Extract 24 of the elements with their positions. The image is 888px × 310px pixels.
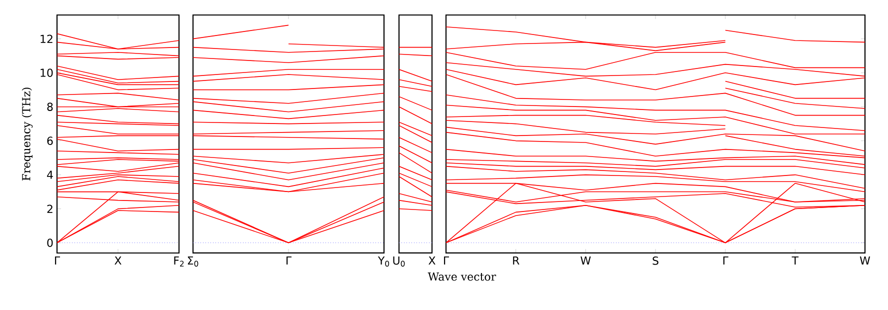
y-axis-title: Frequency (THz) [22, 88, 33, 181]
x-tick-label: U$_{0}$ [393, 256, 405, 267]
x-tick-label: T [792, 256, 799, 265]
x-tick-label: Γ [286, 256, 292, 265]
y-tick-label: 8 [47, 102, 53, 111]
x-axis-title: Wave vector [428, 272, 496, 281]
x-tick-label: Σ$_{0}$ [188, 256, 198, 267]
x-tick-label: Γ [55, 256, 60, 265]
x-tick-label: W [860, 256, 870, 265]
y-tick-label: 10 [40, 68, 53, 77]
x-tick-label: S [652, 256, 658, 265]
x-tick-label: X [428, 256, 436, 265]
x-tick-label: Y$_{0}$ [378, 256, 390, 267]
y-tick-label: 0 [47, 238, 53, 247]
y-tick-label: 2 [47, 204, 52, 213]
y-tick-label: 12 [40, 34, 52, 43]
x-tick-label: W [580, 256, 591, 265]
x-tick-label: Γ [723, 256, 728, 265]
x-tick-label: R [513, 256, 520, 265]
x-tick-label: F$_{2}$ [174, 256, 184, 266]
y-tick-label: 4 [47, 170, 53, 179]
y-tick-label: 6 [47, 136, 53, 145]
x-tick-label: Γ [444, 256, 450, 265]
x-tick-label: X [114, 256, 122, 265]
